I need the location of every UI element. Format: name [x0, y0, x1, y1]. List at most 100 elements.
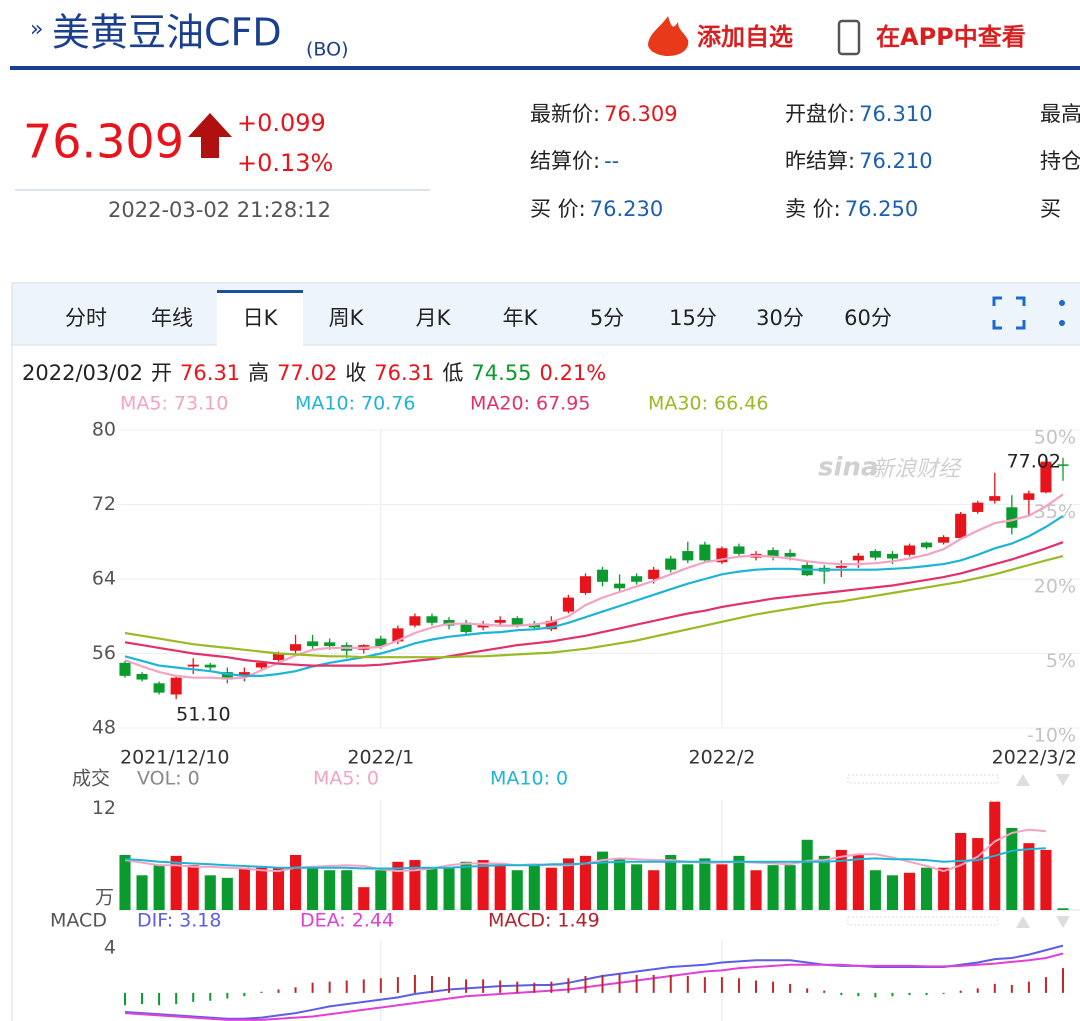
scroll-up[interactable] [1016, 774, 1030, 786]
scroll-up[interactable] [1016, 916, 1030, 928]
y-tick-label: 64 [92, 568, 116, 590]
y-tick-label: 48 [92, 717, 116, 739]
y-tick-label: 72 [92, 493, 116, 515]
panel-title: MACD [50, 910, 107, 932]
ohlc-label: 高 [248, 361, 269, 385]
tab[interactable]: 周K [329, 306, 365, 330]
volume-bar [409, 860, 421, 910]
candle-body [187, 664, 199, 667]
info-label: 买 [1040, 197, 1061, 221]
up-arrow [188, 113, 232, 158]
tab[interactable]: 60分 [844, 306, 892, 330]
x-tick-label: 2022/3/2 [992, 747, 1077, 769]
ohlc-label: 低 [442, 361, 463, 385]
volume-bar [443, 867, 455, 910]
tab[interactable]: 5分 [590, 306, 624, 330]
x-tick-label: 2022/1 [347, 747, 414, 769]
volume-bar [324, 870, 336, 910]
volume-bar [869, 870, 881, 910]
volume-bar [784, 865, 796, 910]
y2-tick-label: 50% [1034, 427, 1076, 449]
quote-time: 2022-03-02 21:28:12 [108, 198, 331, 222]
volume-bar [1040, 849, 1052, 910]
ohlc-value: 74.55 [471, 361, 531, 385]
header-rule [10, 66, 1080, 70]
volume-bar [699, 858, 711, 910]
volume-bar [255, 867, 267, 910]
series-line [124, 944, 1064, 1020]
volume-bar [938, 867, 950, 910]
volume-bar [187, 865, 199, 910]
candle-body [511, 618, 523, 626]
volume-bar [579, 855, 592, 910]
scroll-down[interactable] [1056, 916, 1070, 928]
volume-bar [835, 849, 847, 910]
ohlc-pct: 0.21% [540, 361, 607, 385]
y-tick-label: 80 [92, 419, 116, 441]
candle-body [733, 546, 745, 554]
tab[interactable]: 15分 [669, 306, 717, 330]
volume-bar [648, 870, 660, 910]
watermark-logo: sina [818, 453, 878, 483]
tab[interactable]: 30分 [756, 306, 804, 330]
candle-body [153, 683, 165, 693]
x-tick-label: 2021/12/10 [120, 747, 230, 769]
watermark: 新浪财经 [872, 457, 962, 482]
tab[interactable]: 月K [416, 306, 452, 330]
scroll-down[interactable] [1056, 774, 1070, 786]
candle-body [938, 537, 950, 543]
fullscreen-icon[interactable] [992, 296, 1026, 330]
volume-bar [477, 860, 489, 910]
dot [1059, 300, 1065, 306]
volume-bar [136, 875, 148, 910]
y-tick-label: 4 [104, 936, 116, 958]
y-tick-label: 56 [92, 642, 116, 664]
series-line [124, 515, 1064, 677]
tab[interactable]: 日K [243, 306, 279, 330]
volume-bar [852, 855, 864, 910]
candle-body [665, 558, 677, 570]
legend-entry: MA20: 67.95 [470, 393, 590, 415]
volume-bar [494, 864, 506, 910]
tab-bar [11, 282, 1080, 346]
candle-body [596, 569, 609, 582]
tab[interactable]: 年K [503, 306, 539, 330]
candle-body [1040, 461, 1052, 493]
legend-vol: VOL: 0 [137, 768, 200, 790]
flame-icon [648, 16, 689, 56]
volume-bar [631, 864, 643, 910]
series-line [124, 555, 1064, 659]
ohlc-label: 收 [345, 361, 366, 385]
info-label: 最新价: [530, 102, 600, 126]
volume-bar [903, 872, 916, 910]
ohlc-value: 76.31 [374, 361, 434, 385]
candle-body [955, 513, 967, 539]
y2-tick-label: 5% [1046, 650, 1076, 672]
add-watch-button[interactable]: 添加自选 [697, 23, 793, 51]
info-value: -- [604, 149, 619, 173]
info-value: 76.230 [590, 197, 663, 221]
tab[interactable]: 年线 [151, 306, 193, 330]
volume-bar [545, 867, 557, 910]
high-label: 77.02 [1007, 450, 1061, 472]
price: 76.309 [23, 115, 184, 169]
volume-bar [972, 838, 984, 910]
candle-body [136, 673, 148, 680]
info-label: 结算价: [530, 149, 600, 173]
candle-body [1023, 493, 1035, 500]
volume-bar [1006, 827, 1018, 910]
more-icon[interactable] [1059, 300, 1065, 326]
tab[interactable]: 分时 [65, 306, 107, 330]
dots [847, 774, 999, 784]
volume-bar [955, 833, 967, 910]
volume-bar [272, 867, 285, 910]
legend-entry: MA5: 0 [313, 768, 379, 790]
candle-body [545, 620, 557, 630]
volume-bar [204, 875, 216, 910]
phone-icon [837, 19, 861, 56]
ohlc-date: 2022/03/02 [22, 361, 143, 385]
volume-bar [1023, 843, 1035, 910]
active-tab [217, 291, 303, 346]
app-button[interactable]: 在APP中查看 [876, 23, 1026, 51]
candle-body [460, 622, 472, 633]
